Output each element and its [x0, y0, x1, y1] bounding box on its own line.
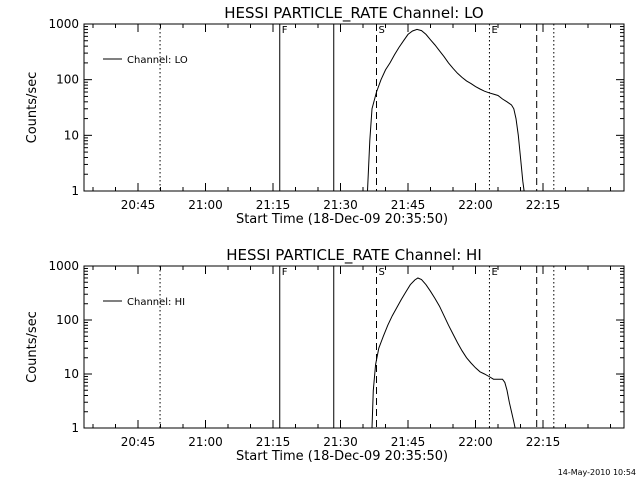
x-tick-label: 22:15: [526, 435, 561, 449]
x-tick-label: 21:45: [391, 435, 426, 449]
event-marker-label: F: [282, 267, 288, 278]
panel-channel-hi: HESSI PARTICLE_RATE Channel: HI 1 10 100 100…: [25, 246, 625, 464]
event-marker-label: S: [379, 25, 385, 36]
plot-frame: [83, 23, 625, 192]
y-tick-label: 10: [64, 128, 79, 142]
series-line: [371, 277, 516, 429]
y-tick-label: 10: [64, 367, 79, 381]
y-tick-label: 100: [56, 73, 79, 87]
legend-label: Channel: HI: [127, 297, 185, 308]
x-tick-label: 21:15: [256, 435, 291, 449]
chart-title: HESSI PARTICLE_RATE Channel: HI: [226, 246, 482, 265]
series-line: [367, 28, 525, 192]
plot-frame: [83, 265, 625, 429]
x-tick-label: 20:45: [121, 198, 156, 212]
x-tick-label: 21:00: [188, 435, 223, 449]
x-tick-label: 21:00: [188, 198, 223, 212]
event-marker-label: F: [282, 25, 288, 36]
panel-channel-lo: HESSI PARTICLE_RATE Channel: LO 1 10 100 100…: [25, 4, 625, 227]
y-tick-label: 100: [56, 313, 79, 327]
y-tick-label: 1000: [48, 259, 79, 273]
y-tick-label: 1: [71, 184, 79, 198]
y-tick-label: 1: [71, 421, 79, 435]
y-axis-label: Counts/sec: [25, 311, 40, 383]
x-tick-label: 22:15: [526, 198, 561, 212]
date-stamp: 14-May-2010 10:54: [558, 468, 636, 477]
y-axis-label: Counts/sec: [25, 72, 40, 144]
event-marker-label: E: [491, 25, 497, 36]
legend-label: Channel: LO: [127, 55, 188, 66]
x-tick-label: 21:45: [391, 198, 426, 212]
x-tick-label: 22:00: [458, 435, 493, 449]
x-tick-label: 22:00: [458, 198, 493, 212]
event-marker-label: E: [491, 267, 497, 278]
chart-title: HESSI PARTICLE_RATE Channel: LO: [224, 4, 483, 23]
x-tick-label: 21:30: [323, 198, 358, 212]
y-tick-label: 1000: [48, 17, 79, 31]
x-axis-label: Start Time (18-Dec-09 20:35:50): [236, 212, 448, 227]
x-axis-label: Start Time (18-Dec-09 20:35:50): [236, 449, 448, 464]
event-marker-label: S: [379, 267, 385, 278]
x-tick-label: 20:45: [121, 435, 156, 449]
x-tick-label: 21:15: [256, 198, 291, 212]
x-tick-label: 21:30: [323, 435, 358, 449]
